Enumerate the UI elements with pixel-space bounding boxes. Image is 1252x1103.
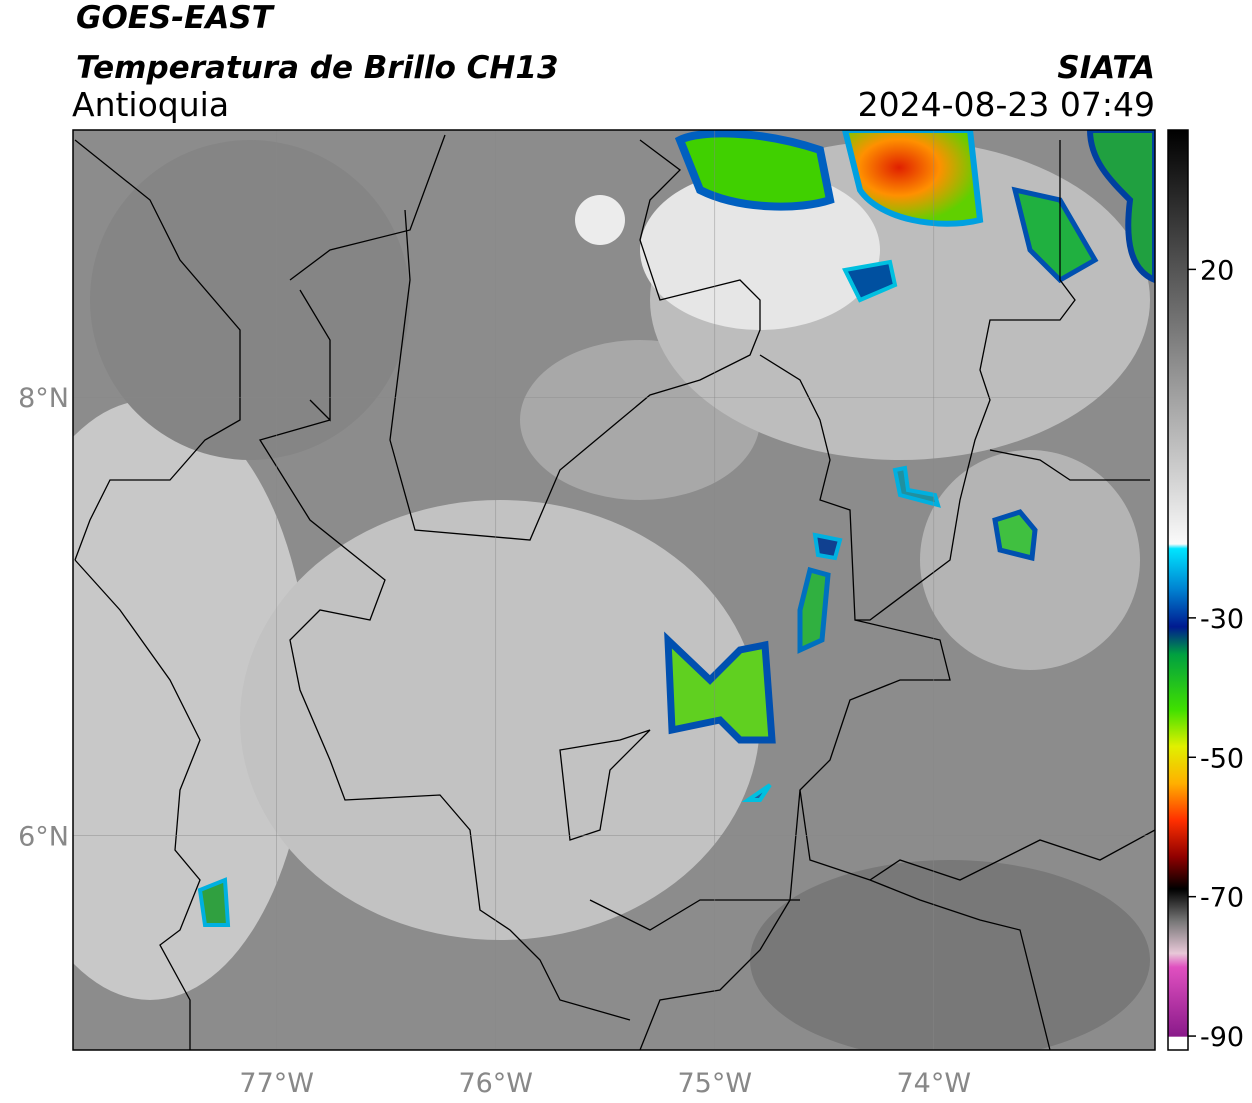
map-frame xyxy=(72,129,1156,1051)
lon-tick-label: 74°W xyxy=(897,1068,972,1099)
satellite-title: GOES-EAST xyxy=(76,0,276,36)
region: Antioquia xyxy=(72,85,229,124)
colorbar-tick-label: -70 xyxy=(1200,883,1244,914)
colorbar-tick-label: -50 xyxy=(1200,743,1244,774)
colorbar-tick-label: -30 xyxy=(1200,604,1244,635)
graticule xyxy=(73,130,1155,1050)
product-title: Temperatura de Brillo CH13 xyxy=(76,50,559,86)
lon-tick-label: 76°W xyxy=(458,1068,533,1099)
lat-tick-label: 6°N xyxy=(18,821,69,852)
lon-tick-label: 75°W xyxy=(677,1068,752,1099)
colorbar xyxy=(1167,129,1189,1051)
colorbar-tick-label: -90 xyxy=(1200,1022,1244,1053)
source: SIATA xyxy=(1057,50,1155,86)
colorbar-tick-label: 20 xyxy=(1200,255,1234,286)
datetime: 2024-08-23 07:49 xyxy=(858,85,1155,124)
map-image xyxy=(73,130,1155,1050)
lat-tick-label: 8°N xyxy=(18,383,69,414)
lon-tick-label: 77°W xyxy=(239,1068,314,1099)
